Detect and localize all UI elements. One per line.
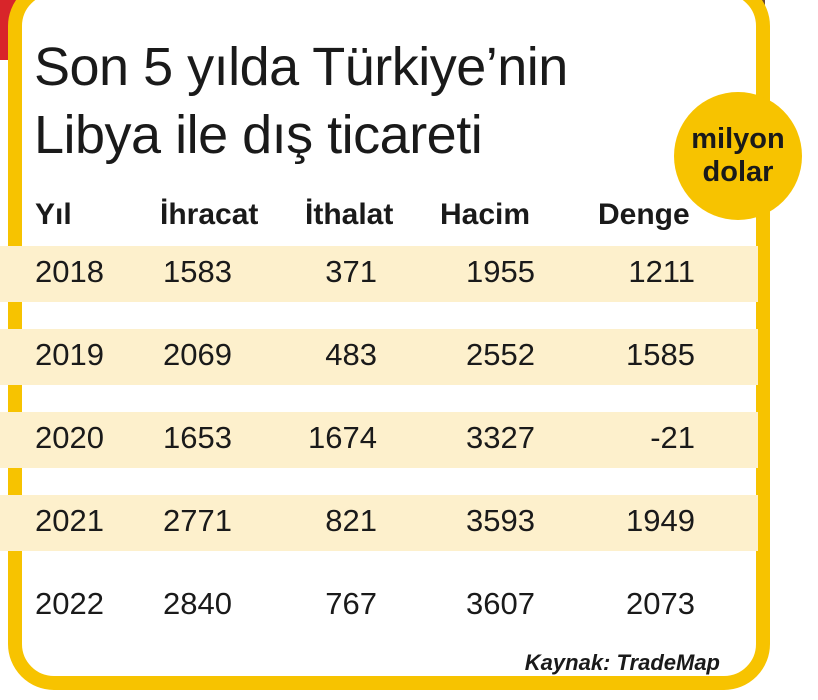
- table-cell: 2840: [163, 586, 232, 621]
- table-cell: 3327: [466, 420, 535, 455]
- row-band: [0, 412, 758, 468]
- column-header: İthalat: [305, 198, 394, 231]
- column-header: Denge: [598, 198, 690, 231]
- table-cell: 2771: [163, 503, 232, 538]
- table-cell: -21: [650, 420, 695, 455]
- table-cell: 767: [325, 586, 377, 621]
- unit-badge: milyon dolar: [674, 92, 802, 220]
- table-cell: 2552: [466, 337, 535, 372]
- column-header: Yıl: [35, 198, 72, 231]
- table-cell: 1585: [626, 337, 695, 372]
- table-cell: 2020: [35, 420, 104, 455]
- row-band: [0, 246, 758, 302]
- table-cell: 1583: [163, 254, 232, 289]
- title-line: Son 5 yılda Türkiye’nin: [34, 37, 568, 97]
- table-cell: 1653: [163, 420, 232, 455]
- column-header: Hacim: [440, 198, 531, 231]
- column-header: İhracat: [160, 198, 259, 231]
- table-cell: 2018: [35, 254, 104, 289]
- table-cell: 2019: [35, 337, 104, 372]
- source: Kaynak: TradeMap: [524, 650, 720, 675]
- table-cell: 2022: [35, 586, 104, 621]
- table-cell: 3593: [466, 503, 535, 538]
- table-cell: 1211: [628, 254, 695, 289]
- table-cell: 1949: [626, 503, 695, 538]
- row-band: [0, 495, 758, 551]
- table-cell: 821: [325, 503, 377, 538]
- table-cell: 1674: [308, 420, 377, 455]
- title-line: Libya ile dış ticareti: [34, 105, 483, 165]
- table-cell: 2069: [163, 337, 232, 372]
- table-cell: 483: [325, 337, 377, 372]
- table-cell: 371: [325, 254, 377, 289]
- table-cell: 1955: [466, 254, 535, 289]
- table-cell: 3607: [466, 586, 535, 621]
- table-cell: 2021: [35, 503, 104, 538]
- row-band: [0, 329, 758, 385]
- table-cell: 2073: [626, 586, 695, 621]
